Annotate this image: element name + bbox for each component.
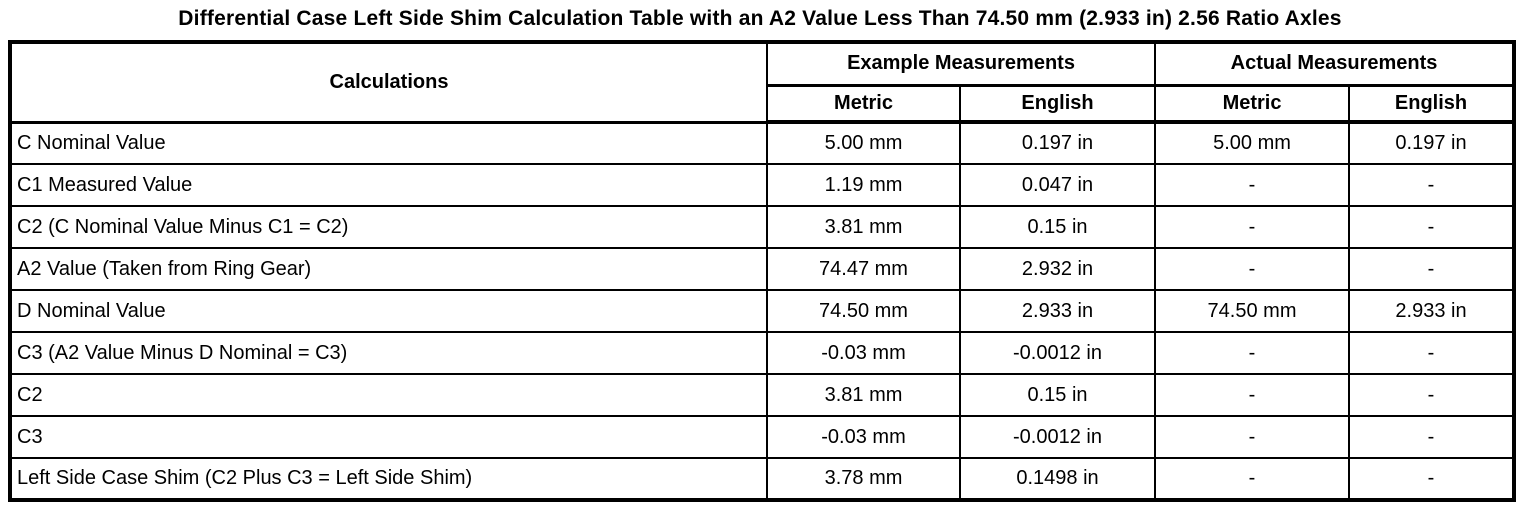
calculation-cell: Left Side Case Shim (C2 Plus C3 = Left S…	[9, 457, 768, 501]
actual-english-cell: -	[1348, 331, 1516, 375]
calculation-cell: C2	[9, 373, 768, 417]
example-english-cell: 0.1498 in	[958, 457, 1157, 501]
table-row: Left Side Case Shim (C2 Plus C3 = Left S…	[9, 457, 1516, 501]
example-metric-cell: 3.81 mm	[766, 373, 961, 417]
actual-english-cell: -	[1348, 247, 1516, 291]
actual-metric-cell: 74.50 mm	[1154, 289, 1351, 333]
example-english-cell: 0.15 in	[958, 373, 1157, 417]
table-row: D Nominal Value 74.50 mm 2.933 in 74.50 …	[9, 289, 1516, 333]
example-english-cell: 0.197 in	[958, 121, 1157, 165]
example-metric-cell: 1.19 mm	[766, 163, 961, 207]
table-row: C1 Measured Value 1.19 mm 0.047 in - -	[9, 163, 1516, 207]
column-header-actual-english: English	[1348, 84, 1516, 124]
shim-calculation-table: Calculations Example Measurements Actual…	[8, 40, 1517, 502]
actual-metric-cell: -	[1154, 247, 1351, 291]
actual-metric-cell: -	[1154, 163, 1351, 207]
column-header-example-english: English	[958, 84, 1157, 124]
table-header: Calculations Example Measurements Actual…	[9, 41, 1516, 124]
actual-english-cell: -	[1348, 205, 1516, 249]
column-group-example-measurements: Example Measurements	[765, 41, 1157, 87]
actual-english-cell: -	[1348, 415, 1516, 459]
example-metric-cell: 3.78 mm	[766, 457, 961, 501]
table-row: C3 -0.03 mm -0.0012 in - -	[9, 415, 1516, 459]
actual-metric-cell: -	[1154, 457, 1351, 501]
actual-metric-cell: -	[1154, 415, 1351, 459]
column-header-actual-metric: Metric	[1154, 84, 1351, 124]
example-metric-cell: 5.00 mm	[766, 121, 961, 165]
table-row: C Nominal Value 5.00 mm 0.197 in 5.00 mm…	[9, 121, 1516, 165]
actual-metric-cell: -	[1154, 373, 1351, 417]
calculation-cell: C3	[9, 415, 768, 459]
example-metric-cell: 74.50 mm	[766, 289, 961, 333]
example-metric-cell: 3.81 mm	[766, 205, 961, 249]
header-units-row: Metric English Metric English	[10, 84, 1516, 124]
actual-metric-cell: 5.00 mm	[1154, 121, 1351, 165]
table-row: C3 (A2 Value Minus D Nominal = C3) -0.03…	[9, 331, 1516, 375]
example-english-cell: 0.047 in	[958, 163, 1157, 207]
example-english-cell: -0.0012 in	[958, 331, 1157, 375]
calculation-cell: C Nominal Value	[9, 121, 768, 165]
column-header-example-metric: Metric	[766, 84, 961, 124]
example-english-cell: 2.933 in	[958, 289, 1157, 333]
actual-english-cell: -	[1348, 373, 1516, 417]
calculation-cell: C3 (A2 Value Minus D Nominal = C3)	[9, 331, 768, 375]
table-row: C2 (C Nominal Value Minus C1 = C2) 3.81 …	[9, 205, 1516, 249]
calculation-cell: D Nominal Value	[9, 289, 768, 333]
actual-english-cell: -	[1348, 457, 1516, 501]
column-header-calculations: Calculations	[9, 41, 768, 124]
column-group-actual-measurements: Actual Measurements	[1154, 41, 1516, 87]
table-body: C Nominal Value 5.00 mm 0.197 in 5.00 mm…	[9, 121, 1516, 501]
example-metric-cell: -0.03 mm	[766, 415, 961, 459]
calculation-cell: C2 (C Nominal Value Minus C1 = C2)	[9, 205, 768, 249]
table-row: A2 Value (Taken from Ring Gear) 74.47 mm…	[9, 247, 1516, 291]
actual-english-cell: 0.197 in	[1348, 121, 1516, 165]
page-title: Differential Case Left Side Shim Calcula…	[178, 7, 1342, 30]
actual-metric-cell: -	[1154, 205, 1351, 249]
example-english-cell: 2.932 in	[958, 247, 1157, 291]
calculation-cell: A2 Value (Taken from Ring Gear)	[9, 247, 768, 291]
example-metric-cell: 74.47 mm	[766, 247, 961, 291]
example-metric-cell: -0.03 mm	[766, 331, 961, 375]
calculation-cell: C1 Measured Value	[9, 163, 768, 207]
example-english-cell: -0.0012 in	[958, 415, 1157, 459]
header-group-row: Calculations Example Measurements Actual…	[9, 41, 1516, 124]
actual-english-cell: -	[1348, 163, 1516, 207]
table-row: C2 3.81 mm 0.15 in - -	[9, 373, 1516, 417]
actual-metric-cell: -	[1154, 331, 1351, 375]
actual-english-cell: 2.933 in	[1348, 289, 1516, 333]
example-english-cell: 0.15 in	[958, 205, 1157, 249]
